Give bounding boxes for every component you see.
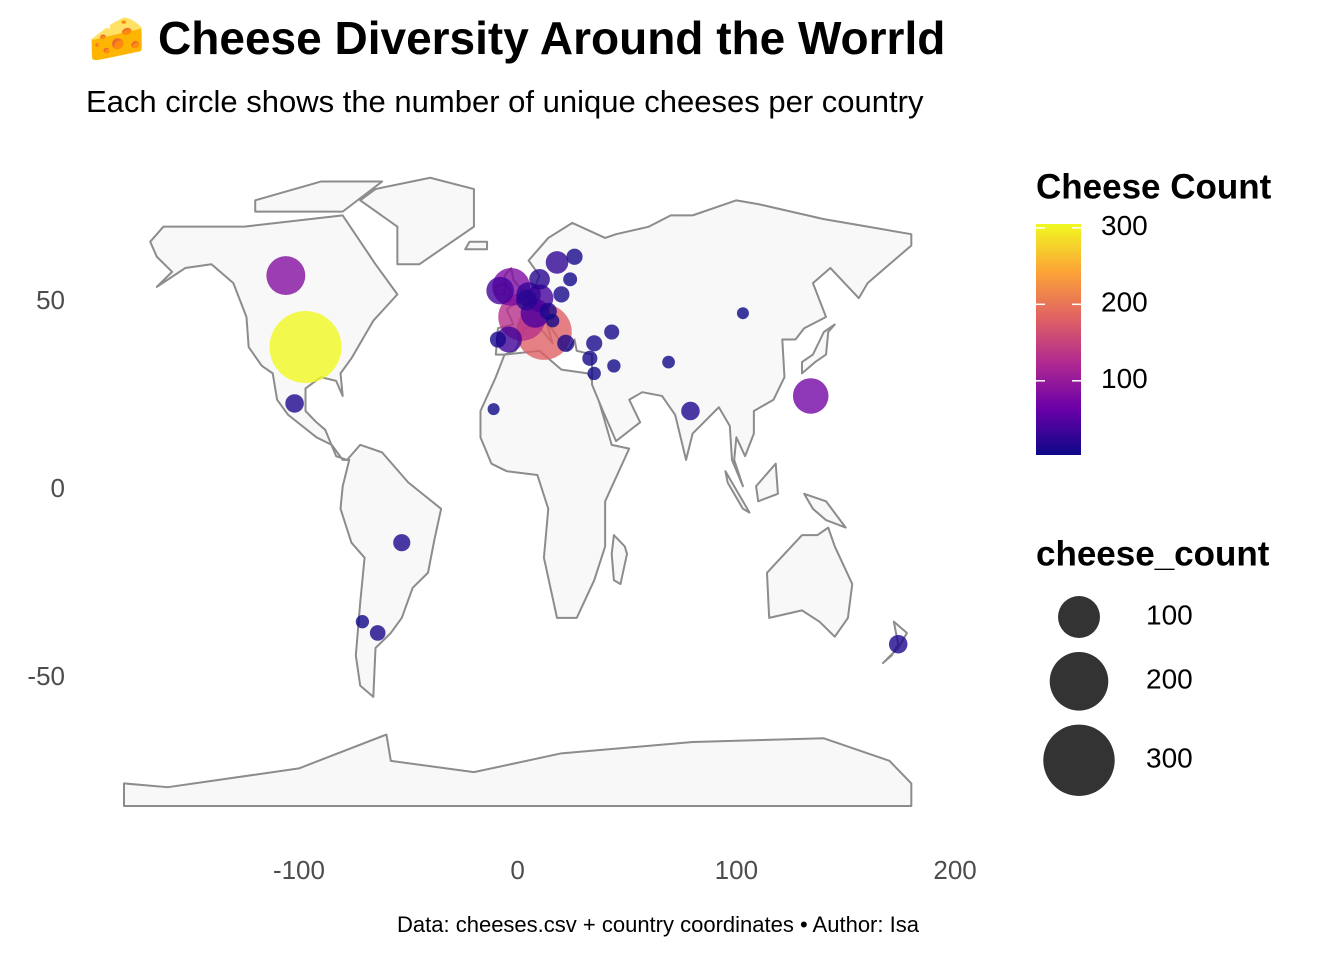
cheese-bubble	[269, 311, 342, 384]
cheese-bubble	[486, 276, 514, 305]
greenland	[360, 178, 474, 265]
cheese-bubble	[563, 272, 578, 287]
cheese-bubble	[553, 286, 570, 303]
sumatra	[725, 471, 749, 512]
cheese-bubble	[487, 403, 500, 416]
cheese-bubble	[529, 268, 550, 290]
cheese-bubble	[266, 256, 306, 296]
cheese-bubble	[736, 307, 749, 320]
cheese-bubble	[369, 625, 386, 641]
colorbar-tick-label: 100	[1101, 363, 1148, 394]
borneo	[756, 464, 778, 502]
size-legend-key	[1043, 724, 1115, 796]
chart-subtitle: Each circle shows the number of unique c…	[86, 84, 924, 119]
y-tick-label: -50	[27, 661, 65, 691]
x-tick-label: -100	[273, 855, 325, 885]
japan	[802, 324, 835, 373]
australia	[767, 528, 852, 637]
cheese-bubble	[285, 394, 304, 413]
cheese-bubble	[587, 366, 601, 381]
south-america	[341, 445, 442, 697]
cheese-bubble	[516, 289, 537, 311]
size-legend-label: 100	[1146, 599, 1193, 630]
chart-caption: Data: cheeses.csv + country coordinates …	[397, 912, 920, 937]
colorbar	[1036, 224, 1081, 455]
x-tick-label: 100	[715, 855, 758, 885]
cheese-bubble	[604, 324, 620, 340]
cheese-bubble	[545, 251, 569, 274]
chart-title: 🧀 Cheese Diversity Around the Worrld	[88, 12, 945, 64]
x-tick-label: 0	[510, 855, 524, 885]
cheese-bubble	[545, 314, 560, 328]
cheese-bubble	[607, 359, 621, 373]
new-guinea	[804, 494, 846, 528]
iceland	[465, 242, 487, 250]
madagascar	[612, 535, 627, 584]
size-legend-label: 300	[1146, 743, 1193, 774]
colorbar-tick-label: 300	[1101, 210, 1148, 241]
size-legend-key	[1058, 596, 1100, 638]
cheese-bubble	[393, 534, 411, 552]
cheese-bubble	[557, 334, 575, 352]
cheese-bubble	[888, 634, 908, 654]
cheese-bubble	[566, 248, 583, 265]
arctic-islands	[255, 182, 382, 212]
color-legend-title: Cheese Count	[1036, 167, 1272, 206]
cheese-bubble	[681, 401, 700, 421]
size-legend-key	[1049, 651, 1109, 711]
eurasia	[496, 200, 912, 486]
cheese-bubble	[662, 355, 675, 369]
cheese-bubble	[582, 350, 598, 366]
cheese-bubble	[586, 335, 603, 352]
y-tick-label: 0	[51, 473, 65, 503]
colorbar-tick-label: 200	[1101, 287, 1148, 318]
y-tick-label: 50	[36, 285, 65, 315]
cheese-bubble	[489, 331, 507, 348]
antarctica	[124, 735, 911, 806]
x-tick-label: 200	[933, 855, 976, 885]
cheese-bubble	[792, 378, 829, 414]
cheese-bubble	[355, 615, 370, 629]
size-legend-label: 200	[1146, 664, 1193, 695]
size-legend-title: cheese_count	[1036, 534, 1270, 573]
points-layer	[266, 248, 908, 654]
